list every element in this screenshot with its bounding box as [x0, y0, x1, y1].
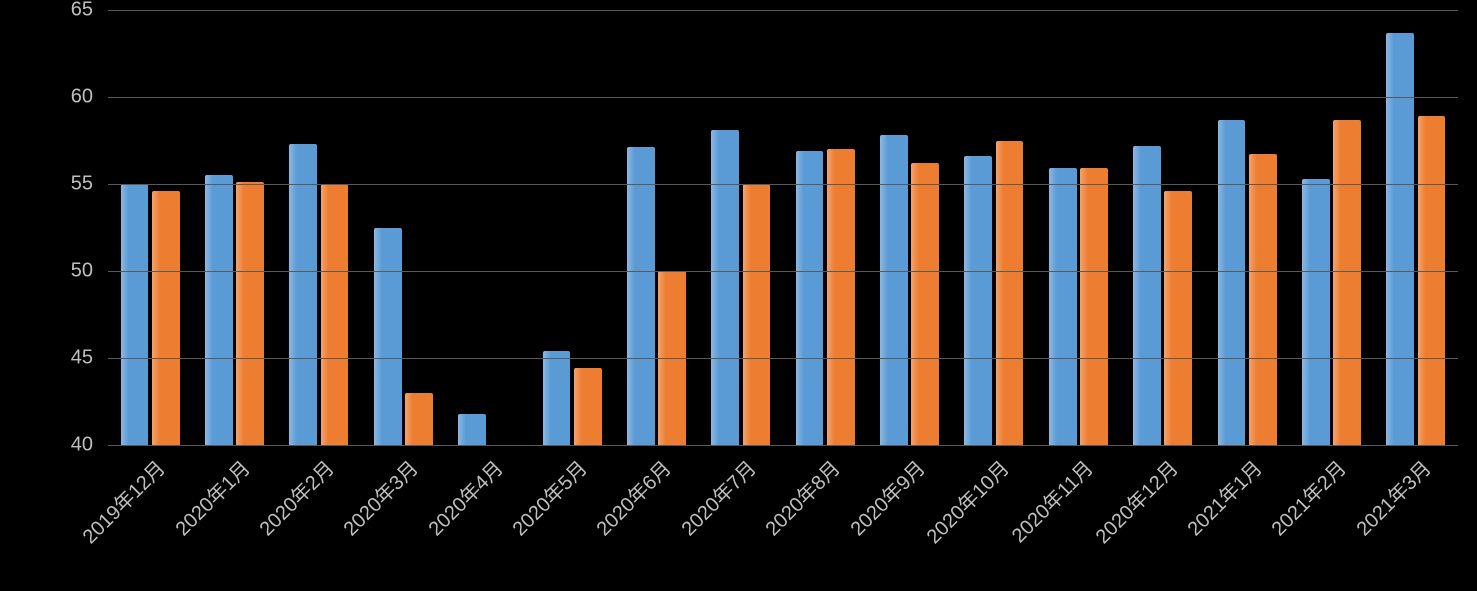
x-tick-label: 2020年8月 — [758, 453, 846, 541]
y-tick-label: 50 — [0, 260, 93, 283]
y-tick-label: 45 — [0, 347, 93, 370]
x-tick-label: 2020年4月 — [420, 453, 508, 541]
x-tick-label: 2019年12月 — [75, 453, 171, 549]
bar-series-2 — [152, 191, 180, 445]
chart-container: 404550556065 2019年12月2020年1月2020年2月2020年… — [0, 0, 1477, 591]
bar-series-2 — [1249, 154, 1277, 445]
bar-series-1 — [1218, 120, 1246, 445]
gridline — [108, 10, 1458, 11]
x-tick-label: 2020年7月 — [673, 453, 761, 541]
x-tick-label: 2020年6月 — [589, 453, 677, 541]
bar-series-1 — [627, 147, 655, 445]
bar-series-2 — [321, 184, 349, 445]
bar-series-2 — [574, 368, 602, 445]
x-tick-label: 2020年12月 — [1087, 453, 1183, 549]
bar-series-1 — [964, 156, 992, 445]
bar-series-1 — [205, 175, 233, 445]
y-tick-label: 55 — [0, 173, 93, 196]
bar-series-1 — [796, 151, 824, 445]
gridline — [108, 358, 1458, 359]
x-tick-label: 2021年2月 — [1264, 453, 1352, 541]
bar-series-2 — [405, 393, 433, 445]
bar-series-1 — [121, 184, 149, 445]
bar-series-1 — [289, 144, 317, 445]
bar-series-1 — [880, 135, 908, 445]
bar-series-1 — [1386, 33, 1414, 445]
x-tick-label: 2020年2月 — [251, 453, 339, 541]
bars-layer — [108, 10, 1458, 445]
bar-series-2 — [1080, 168, 1108, 445]
gridline — [108, 97, 1458, 98]
bar-series-2 — [743, 184, 771, 445]
x-tick-label: 2020年5月 — [504, 453, 592, 541]
gridline — [108, 271, 1458, 272]
y-tick-label: 40 — [0, 434, 93, 457]
bar-series-1 — [1049, 168, 1077, 445]
bar-series-1 — [1302, 179, 1330, 445]
x-axis-labels: 2019年12月2020年1月2020年2月2020年3月2020年4月2020… — [108, 453, 1458, 591]
x-tick-label: 2020年3月 — [336, 453, 424, 541]
x-tick-label: 2020年9月 — [842, 453, 930, 541]
bar-series-1 — [1133, 146, 1161, 445]
bar-series-2 — [1418, 116, 1446, 445]
bar-series-1 — [543, 351, 571, 445]
bar-series-2 — [996, 141, 1024, 446]
x-tick-label: 2021年3月 — [1348, 453, 1436, 541]
x-tick-label: 2020年11月 — [1004, 453, 1099, 548]
gridline — [108, 445, 1458, 446]
y-tick-label: 60 — [0, 86, 93, 109]
bar-series-1 — [458, 414, 486, 445]
bar-series-2 — [1164, 191, 1192, 445]
x-tick-label: 2020年10月 — [918, 453, 1014, 549]
bar-series-1 — [711, 130, 739, 445]
bar-series-2 — [827, 149, 855, 445]
bar-series-2 — [236, 182, 264, 445]
bar-series-2 — [911, 163, 939, 445]
y-tick-label: 65 — [0, 0, 93, 22]
x-tick-label: 2020年1月 — [167, 453, 255, 541]
bar-series-2 — [1333, 120, 1361, 445]
plot-area — [108, 10, 1458, 445]
gridline — [108, 184, 1458, 185]
x-tick-label: 2021年1月 — [1179, 453, 1267, 541]
bar-series-1 — [374, 228, 402, 446]
